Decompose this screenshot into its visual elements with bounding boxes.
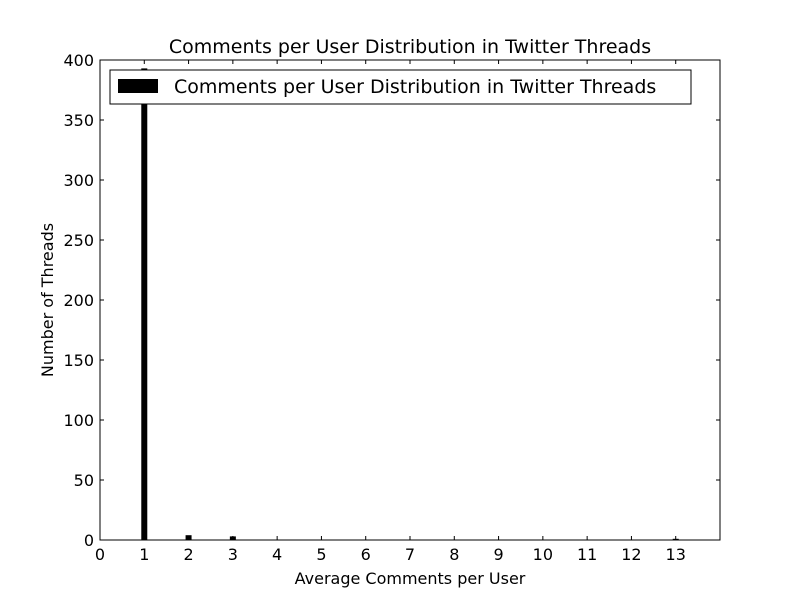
x-tick-label: 11 bbox=[577, 545, 597, 564]
plot-frame bbox=[99, 59, 721, 541]
x-axis-ticks: 0 1 2 3 4 5 6 7 8 9 10 11 12 13 bbox=[95, 60, 686, 564]
x-tick-label: 10 bbox=[533, 545, 553, 564]
bar-1 bbox=[141, 68, 148, 541]
x-axis-label: Average Comments per User bbox=[295, 569, 526, 588]
x-tick-label: 1 bbox=[139, 545, 149, 564]
y-tick-label: 350 bbox=[63, 111, 94, 130]
x-tick-label: 3 bbox=[228, 545, 238, 564]
x-tick-label: 6 bbox=[361, 545, 371, 564]
legend-swatch bbox=[118, 79, 158, 93]
x-tick-label: 7 bbox=[405, 545, 415, 564]
x-tick-label: 5 bbox=[316, 545, 326, 564]
legend: Comments per User Distribution in Twitte… bbox=[109, 69, 692, 105]
plot-area bbox=[99, 59, 721, 541]
x-tick-label: 8 bbox=[449, 545, 459, 564]
x-tick-label: 4 bbox=[272, 545, 282, 564]
y-tick-label: 300 bbox=[63, 171, 94, 190]
y-axis-ticks: 0 50 100 150 200 250 300 350 400 bbox=[63, 51, 720, 550]
x-tick-label: 9 bbox=[493, 545, 503, 564]
y-tick-label: 200 bbox=[63, 291, 94, 310]
x-tick-label: 12 bbox=[621, 545, 641, 564]
bars-group bbox=[141, 68, 679, 541]
y-tick-label: 50 bbox=[74, 471, 94, 490]
y-tick-label: 100 bbox=[63, 411, 94, 430]
legend-box bbox=[109, 69, 692, 105]
y-tick-label: 0 bbox=[84, 531, 94, 550]
x-tick-label: 2 bbox=[183, 545, 193, 564]
y-tick-label: 150 bbox=[63, 351, 94, 370]
y-tick-label: 400 bbox=[63, 51, 94, 70]
x-tick-label: 0 bbox=[95, 545, 105, 564]
legend-label: Comments per User Distribution in Twitte… bbox=[174, 76, 656, 98]
y-tick-label: 250 bbox=[63, 231, 94, 250]
y-axis-label: Number of Threads bbox=[38, 223, 57, 377]
x-tick-label: 13 bbox=[666, 545, 686, 564]
chart-title: Comments per User Distribution in Twitte… bbox=[169, 36, 651, 58]
